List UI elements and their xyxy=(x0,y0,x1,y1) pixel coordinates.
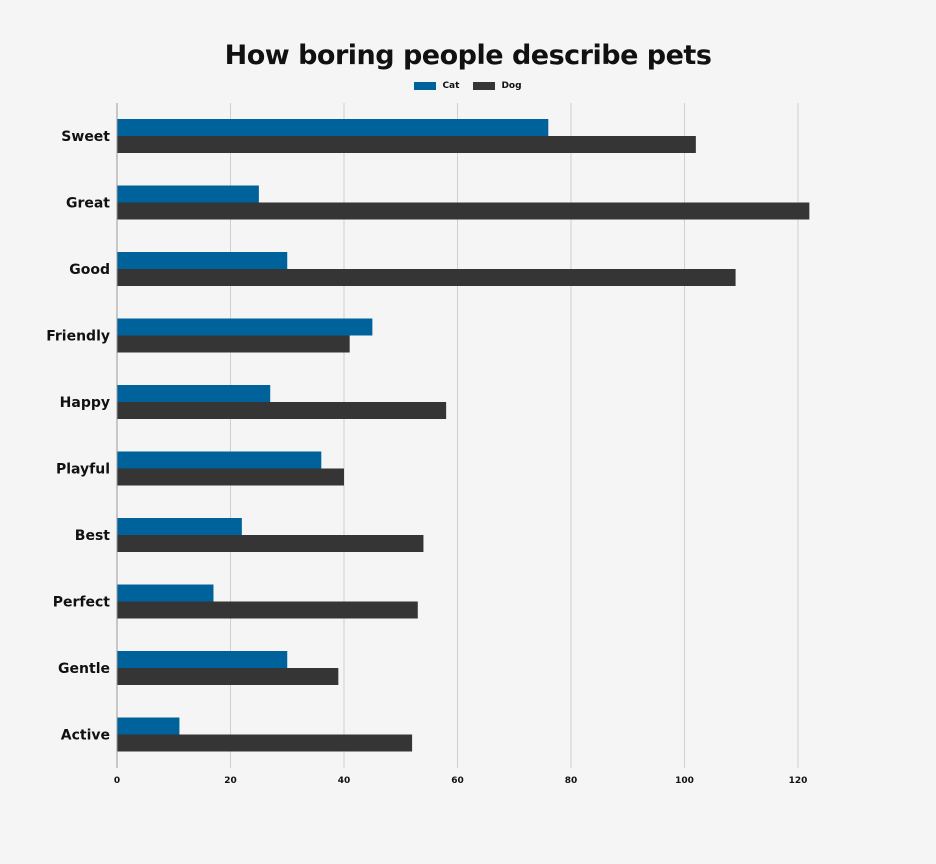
x-tick-label-120: 120 xyxy=(789,776,808,786)
bar-cat-great xyxy=(117,185,259,203)
category-label-playful: Playful xyxy=(56,462,110,478)
bar-dog-active xyxy=(117,734,413,752)
bar-cat-sweet xyxy=(117,119,549,136)
bar-cat-friendly xyxy=(117,318,373,336)
bar-cat-active xyxy=(117,717,180,735)
category-label-happy: Happy xyxy=(60,395,110,411)
x-tick-label-40: 40 xyxy=(338,776,351,786)
x-tick-label-100: 100 xyxy=(675,776,694,786)
bar-dog-perfect xyxy=(117,601,418,619)
x-tick-label-20: 20 xyxy=(224,776,237,786)
legend-label-dog: Dog xyxy=(501,81,522,91)
bar-dog-gentle xyxy=(117,668,339,685)
x-tick-label-80: 80 xyxy=(565,776,578,786)
bar-cat-perfect xyxy=(117,584,214,602)
legend: Cat Dog xyxy=(0,81,936,91)
category-label-active: Active xyxy=(61,728,110,744)
x-tick-label-60: 60 xyxy=(451,776,464,786)
bar-cat-best xyxy=(117,518,242,535)
category-label-best: Best xyxy=(75,528,110,544)
bar-cat-happy xyxy=(117,385,271,402)
bar-dog-sweet xyxy=(117,136,696,153)
bar-dog-playful xyxy=(117,468,344,486)
legend-label-cat: Cat xyxy=(442,81,460,91)
bar-dog-friendly xyxy=(117,335,350,353)
legend-item-dog: Dog xyxy=(473,81,522,91)
x-tick-label-0: 0 xyxy=(114,776,120,786)
legend-item-cat: Cat xyxy=(414,81,459,91)
category-label-friendly: Friendly xyxy=(46,329,110,345)
legend-swatch-cat xyxy=(414,82,437,90)
legend-swatch-dog xyxy=(473,82,496,90)
category-label-good: Good xyxy=(69,262,110,278)
bar-dog-good xyxy=(117,269,736,286)
bar-dog-happy xyxy=(117,402,447,419)
bar-cat-playful xyxy=(117,451,322,469)
category-label-sweet: Sweet xyxy=(61,129,110,145)
bar-cat-good xyxy=(117,252,288,269)
category-label-perfect: Perfect xyxy=(53,595,111,611)
bar-dog-best xyxy=(117,535,424,552)
bar-dog-great xyxy=(117,202,810,220)
category-label-gentle: Gentle xyxy=(58,661,110,677)
category-label-great: Great xyxy=(66,196,110,212)
chart-title: How boring people describe pets xyxy=(224,40,712,71)
bar-cat-gentle xyxy=(117,651,288,668)
